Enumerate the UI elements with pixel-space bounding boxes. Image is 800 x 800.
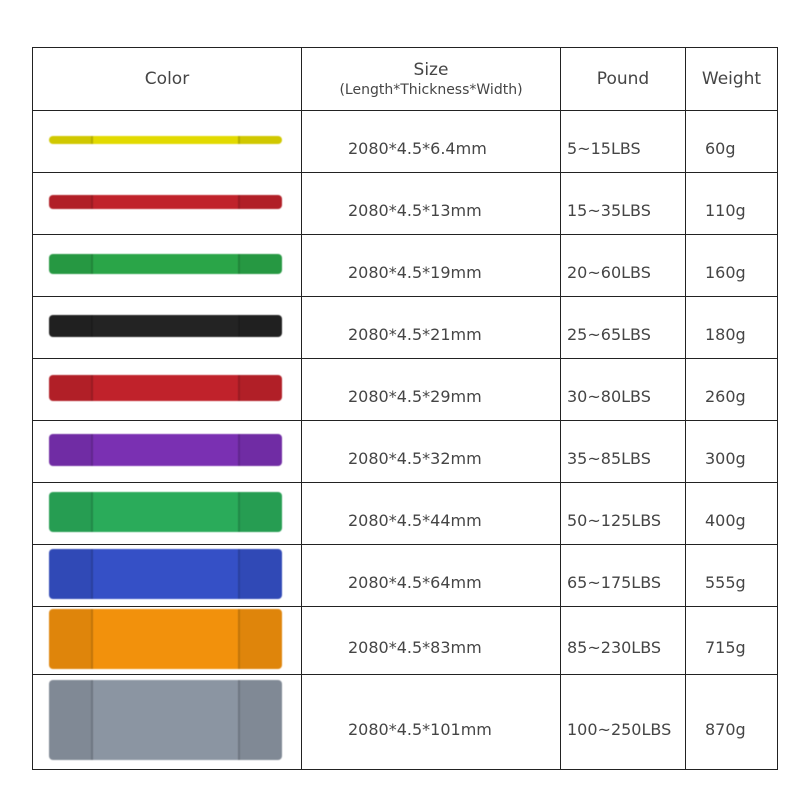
weight-cell: 160g <box>685 234 778 297</box>
color-cell <box>32 234 302 297</box>
size-cell: 2080*4.5*6.4mm <box>301 110 561 173</box>
table-row: 2080*4.5*64mm 65~175LBS 555g <box>32 544 778 607</box>
weight-cell: 60g <box>685 110 778 173</box>
color-cell <box>32 110 302 173</box>
size-cell: 2080*4.5*64mm <box>301 544 561 607</box>
size-cell: 2080*4.5*13mm <box>301 172 561 235</box>
pound-cell: 25~65LBS <box>560 296 686 359</box>
weight-cell: 870g <box>685 674 778 770</box>
table-row: 2080*4.5*19mm 20~60LBS 160g <box>32 234 778 297</box>
pound-cell: 30~80LBS <box>560 358 686 421</box>
pound-cell: 50~125LBS <box>560 482 686 545</box>
header-color: Color <box>32 47 302 111</box>
weight-cell: 555g <box>685 544 778 607</box>
band-swatch <box>49 433 282 466</box>
header-color-label: Color <box>144 69 190 89</box>
color-cell <box>32 420 302 483</box>
table-row: 2080*4.5*32mm 35~85LBS 300g <box>32 420 778 483</box>
header-size: Size (Length*Thickness*Width) <box>301 47 561 111</box>
color-cell <box>32 482 302 545</box>
pound-cell: 65~175LBS <box>560 544 686 607</box>
table-row: 2080*4.5*29mm 30~80LBS 260g <box>32 358 778 421</box>
header-pound-label: Pound <box>596 69 650 89</box>
pound-cell: 85~230LBS <box>560 606 686 675</box>
color-cell <box>32 358 302 421</box>
header-weight-label: Weight <box>701 69 762 89</box>
band-swatch <box>49 548 282 599</box>
size-cell: 2080*4.5*101mm <box>301 674 561 770</box>
header-weight: Weight <box>685 47 778 111</box>
weight-cell: 110g <box>685 172 778 235</box>
table-row: 2080*4.5*13mm 15~35LBS 110g <box>32 172 778 235</box>
header-pound: Pound <box>560 47 686 111</box>
color-cell <box>32 606 302 675</box>
band-swatch <box>49 314 282 337</box>
weight-cell: 180g <box>685 296 778 359</box>
weight-cell: 715g <box>685 606 778 675</box>
weight-cell: 260g <box>685 358 778 421</box>
band-swatch <box>49 491 282 532</box>
table-row: 2080*4.5*83mm 85~230LBS 715g <box>32 606 778 675</box>
table-row: 2080*4.5*21mm 25~65LBS 180g <box>32 296 778 359</box>
pound-cell: 5~15LBS <box>560 110 686 173</box>
pound-cell: 20~60LBS <box>560 234 686 297</box>
color-cell <box>32 674 302 770</box>
size-cell: 2080*4.5*32mm <box>301 420 561 483</box>
table-row: 2080*4.5*44mm 50~125LBS 400g <box>32 482 778 545</box>
band-swatch <box>49 608 282 669</box>
size-cell: 2080*4.5*44mm <box>301 482 561 545</box>
size-cell: 2080*4.5*19mm <box>301 234 561 297</box>
band-swatch <box>49 253 282 274</box>
band-swatch <box>49 135 282 144</box>
table-row: 2080*4.5*6.4mm 5~15LBS 60g <box>32 110 778 173</box>
header-row: Color Size (Length*Thickness*Width) Poun… <box>32 47 778 111</box>
band-swatch <box>49 680 282 760</box>
pound-cell: 15~35LBS <box>560 172 686 235</box>
pound-cell: 35~85LBS <box>560 420 686 483</box>
table-row: 2080*4.5*101mm 100~250LBS 870g <box>32 674 778 770</box>
size-cell: 2080*4.5*29mm <box>301 358 561 421</box>
header-size-label: Size <box>413 60 449 80</box>
weight-cell: 300g <box>685 420 778 483</box>
weight-cell: 400g <box>685 482 778 545</box>
pound-cell: 100~250LBS <box>560 674 686 770</box>
color-cell <box>32 544 302 607</box>
color-cell <box>32 172 302 235</box>
size-cell: 2080*4.5*21mm <box>301 296 561 359</box>
band-swatch <box>49 374 282 401</box>
header-size-sublabel: (Length*Thickness*Width) <box>339 82 523 98</box>
size-cell: 2080*4.5*83mm <box>301 606 561 675</box>
color-cell <box>32 296 302 359</box>
resistance-band-spec-table: Color Size (Length*Thickness*Width) Poun… <box>32 47 778 770</box>
band-swatch <box>49 194 282 209</box>
